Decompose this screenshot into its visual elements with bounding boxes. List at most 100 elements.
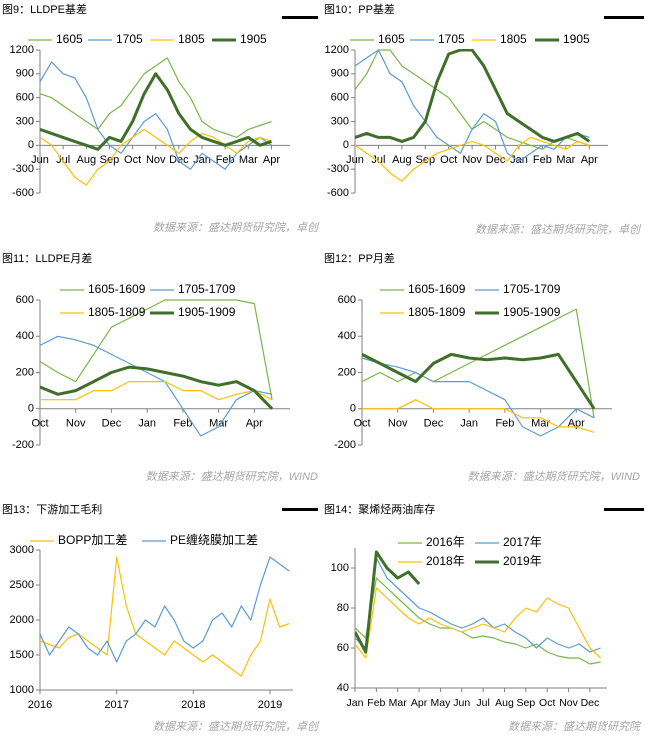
x-tick-label: Jan — [460, 418, 478, 430]
x-tick-label: Aug — [495, 697, 514, 709]
source-note: 数据来源：盛达期货研究院，卓创 — [153, 221, 320, 234]
x-tick-label: 2016 — [28, 699, 52, 711]
y-tick-label: 300 — [331, 115, 349, 127]
x-tick-label: Jul — [56, 154, 70, 166]
series-line — [40, 556, 290, 677]
legend-label: 1905 — [240, 32, 267, 46]
chart-title: 图10：PP基差 — [324, 2, 395, 16]
y-tick-label: 300 — [16, 115, 34, 127]
y-tick-label: 80 — [337, 602, 349, 614]
x-tick-label: Apr — [246, 418, 263, 430]
x-tick-label: Oct — [124, 154, 141, 166]
y-tick-label: 100 — [331, 562, 349, 574]
series-line — [40, 57, 272, 138]
x-tick-label: Nov — [388, 418, 408, 430]
series-line — [355, 49, 591, 143]
x-tick-label: Apr — [411, 697, 428, 709]
series-line — [362, 357, 595, 437]
series-line — [40, 72, 272, 151]
y-tick-label: 1500 — [10, 649, 34, 661]
chart-title: 图14：聚烯烃两油库存 — [324, 502, 435, 516]
legend-label: 1805 — [178, 32, 205, 46]
y-tick-label: -300 — [327, 163, 349, 175]
x-tick-label: Feb — [173, 418, 192, 430]
source-note: 数据来源：盛达期货研究院，卓创 — [475, 223, 642, 236]
x-tick-label: Jul — [476, 697, 489, 709]
legend-label: 2019年 — [503, 554, 542, 568]
series-line — [40, 556, 290, 663]
series-line — [355, 550, 421, 654]
x-tick-label: Apr — [581, 154, 598, 166]
header-bar — [282, 508, 318, 511]
chart-title: 图12：PP月差 — [324, 251, 395, 265]
y-tick-label: -600 — [12, 187, 34, 199]
legend-label: 1905-1909 — [503, 305, 561, 319]
y-tick-label: 400 — [338, 330, 356, 342]
header-bar — [604, 16, 644, 19]
x-tick-label: Oct — [353, 418, 370, 430]
y-tick-label: 600 — [338, 294, 356, 306]
legend-label: PE缠绕膜加工差 — [170, 532, 258, 547]
x-tick-label: Oct — [440, 154, 457, 166]
source-note: 数据来源：盛达期货研究院 — [508, 720, 642, 733]
y-tick-label: 200 — [16, 366, 34, 378]
y-tick-label: 60 — [337, 642, 349, 654]
x-tick-label: Mar — [239, 154, 258, 166]
x-tick-label: Feb — [495, 418, 514, 430]
legend-label: 1805 — [500, 32, 527, 46]
y-tick-label: 0 — [343, 139, 349, 151]
y-tick-label: -600 — [327, 187, 349, 199]
y-tick-label: 600 — [16, 92, 34, 104]
x-tick-label: Jan — [510, 154, 528, 166]
x-tick-label: Feb — [533, 154, 552, 166]
x-tick-label: 2017 — [104, 699, 128, 711]
chart-title: 图11：LLDPE月差 — [2, 251, 92, 265]
series-line — [40, 128, 272, 186]
y-tick-label: 900 — [16, 68, 34, 80]
x-tick-label: 2018 — [181, 699, 205, 711]
x-tick-label: Jun — [453, 697, 470, 709]
x-tick-label: Jan — [347, 697, 364, 709]
x-tick-label: Jan — [193, 154, 211, 166]
x-tick-label: Jun — [346, 154, 364, 166]
legend-label: BOPP加工差 — [58, 533, 127, 547]
series-line — [355, 49, 590, 162]
y-tick-label: 900 — [331, 68, 349, 80]
chart-title: 图13：下游加工毛利 — [2, 503, 102, 516]
series-line — [40, 365, 274, 410]
x-tick-label: Nov — [146, 154, 166, 166]
legend-label: 1705 — [116, 32, 143, 46]
series-line — [355, 136, 590, 182]
legend-label: 1805-1809 — [408, 305, 466, 319]
legend-label: 2017年 — [503, 535, 542, 549]
series-line — [40, 381, 273, 401]
x-tick-label: Dec — [102, 418, 122, 430]
series-line — [362, 352, 596, 410]
series-line — [40, 299, 273, 400]
y-tick-label: 40 — [337, 682, 349, 694]
x-tick-label: Dec — [424, 418, 444, 430]
x-tick-label: Oct — [539, 697, 555, 709]
legend-label: 1905-1909 — [178, 305, 236, 319]
y-tick-label: 0 — [28, 403, 34, 415]
legend-label: 1605-1609 — [88, 282, 146, 296]
x-tick-label: Oct — [31, 418, 48, 430]
x-tick-label: 2019 — [258, 699, 282, 711]
x-tick-label: Mar — [531, 418, 550, 430]
chart-title: 图9：LLDPE基差 — [2, 2, 87, 16]
y-tick-label: 200 — [338, 366, 356, 378]
x-tick-label: Aug — [77, 154, 97, 166]
source-note: 数据来源：盛达期货研究院，卓创 — [153, 720, 320, 733]
y-tick-label: -200 — [334, 439, 356, 451]
y-tick-label: 600 — [16, 294, 34, 306]
x-tick-label: Jul — [371, 154, 385, 166]
x-tick-label: Dec — [581, 697, 600, 709]
series-line — [355, 577, 601, 665]
series-line — [362, 399, 595, 433]
x-tick-label: Jun — [31, 154, 49, 166]
legend-label: 1605-1609 — [408, 282, 466, 296]
legend-label: 1705-1709 — [178, 282, 236, 296]
x-tick-label: Mar — [556, 154, 575, 166]
x-tick-label: Mar — [389, 697, 408, 709]
